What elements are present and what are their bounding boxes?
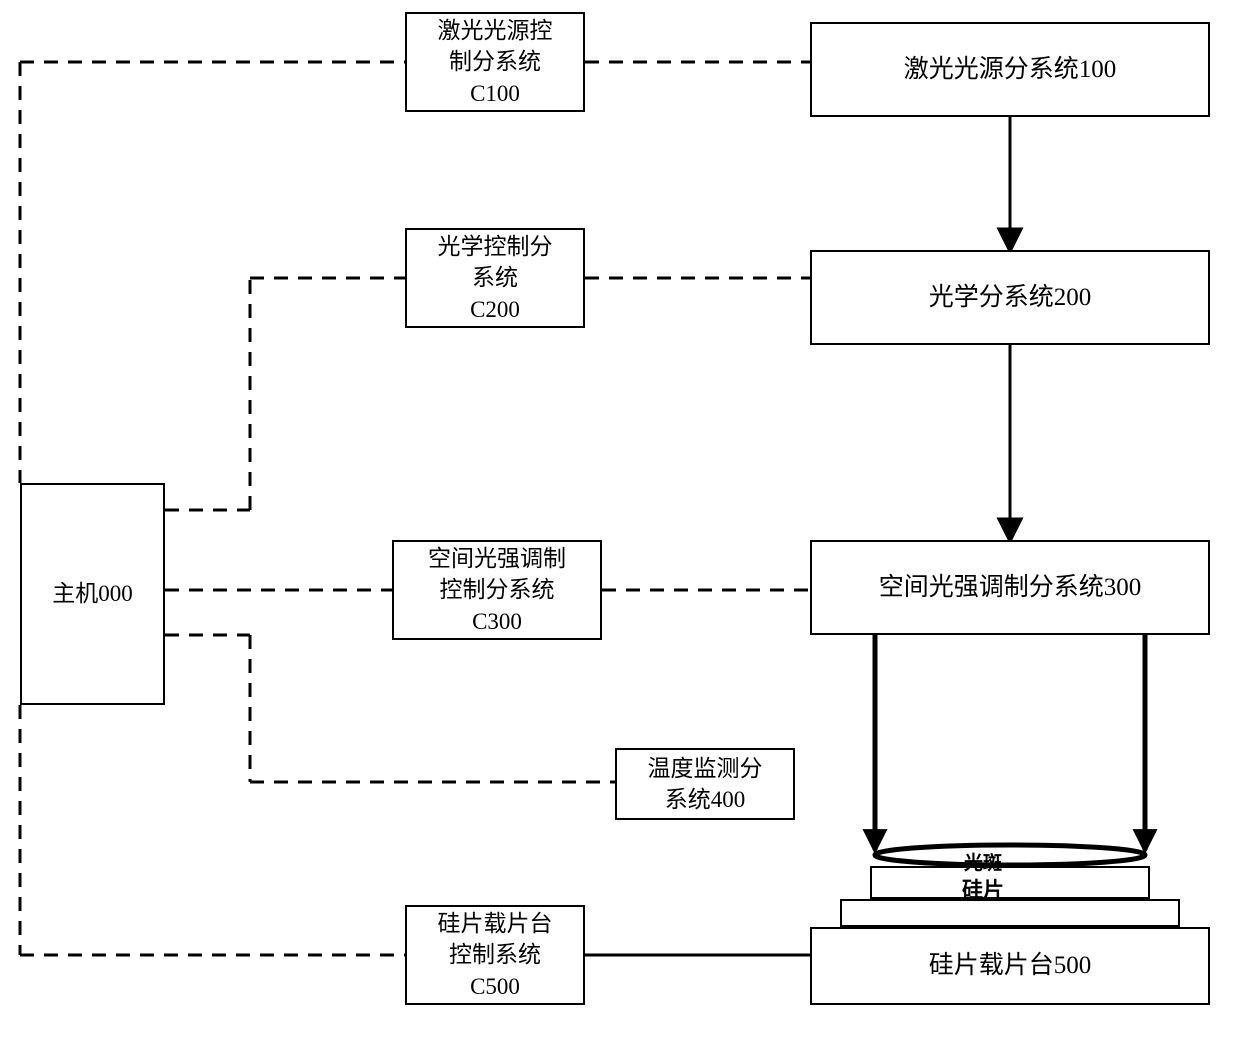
- node-s100-label: 激光光源分系统100: [904, 53, 1117, 87]
- node-s400-label: 温度监测分 系统400: [648, 753, 763, 815]
- node-s100: 激光光源分系统100: [810, 22, 1210, 117]
- node-s200-label: 光学分系统200: [929, 281, 1092, 315]
- label-wafer: 硅片: [943, 874, 1023, 904]
- node-host: 主机000: [20, 483, 165, 705]
- node-s400: 温度监测分 系统400: [615, 748, 795, 820]
- node-s200: 光学分系统200: [810, 250, 1210, 345]
- node-c500-label: 硅片载片台 控制系统 C500: [438, 908, 553, 1001]
- node-c300: 空间光强调制 控制分系统 C300: [392, 540, 602, 640]
- node-c100-label: 激光光源控 制分系统 C100: [438, 15, 553, 108]
- node-s300-label: 空间光强调制分系统300: [879, 571, 1142, 605]
- node-c200-label: 光学控制分 系统 C200: [438, 231, 553, 324]
- node-s500-label: 硅片载片台500: [929, 949, 1092, 983]
- node-host-label: 主机000: [52, 578, 133, 609]
- label-spot: 光斑: [943, 848, 1023, 875]
- node-s300: 空间光强调制分系统300: [810, 540, 1210, 635]
- node-c100: 激光光源控 制分系统 C100: [405, 12, 585, 112]
- node-c200: 光学控制分 系统 C200: [405, 228, 585, 328]
- node-s500: 硅片载片台500: [810, 927, 1210, 1005]
- node-c500: 硅片载片台 控制系统 C500: [405, 905, 585, 1005]
- node-c300-label: 空间光强调制 控制分系统 C300: [428, 543, 566, 636]
- label-wafer-text: 硅片: [962, 878, 1004, 902]
- label-spot-text: 光斑: [964, 853, 1002, 874]
